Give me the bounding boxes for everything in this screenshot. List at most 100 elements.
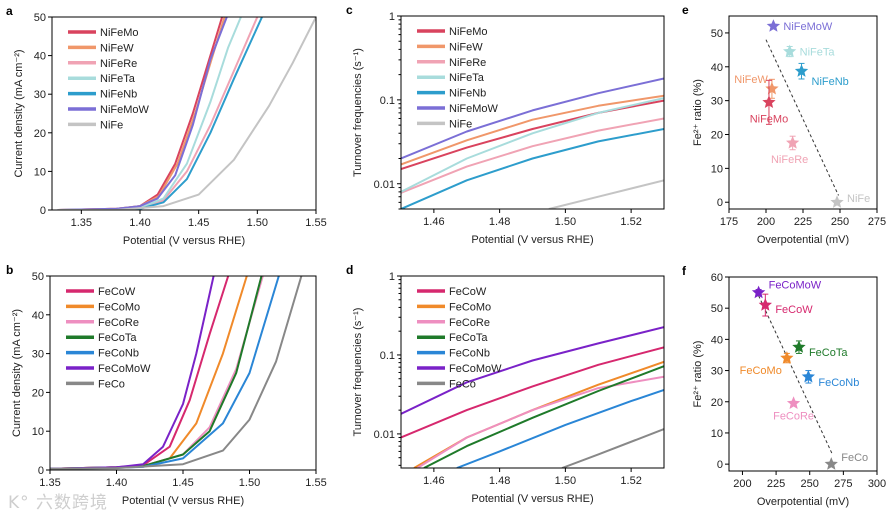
y-tick-label: 10: [34, 166, 46, 178]
data-point-FeCoW: [758, 298, 772, 311]
y-tick-label: 10: [32, 426, 44, 438]
series-line-NiFeMoW: [401, 77, 664, 160]
data-point-FeCoRe: [786, 396, 801, 409]
panel-e: e NiFeMoW NiFeTa NiFeNb NiFeW NiFeMo NiFeRe NiF…: [682, 3, 886, 246]
point-label: FeCo: [841, 452, 868, 464]
legend-label: NiFeW: [449, 41, 483, 53]
series-line-FeCo: [50, 276, 303, 470]
plot-frame: [728, 276, 878, 472]
x-tick-label: 1.46: [423, 475, 444, 487]
y-tick-label: 20: [711, 130, 723, 142]
panel-label: e: [682, 3, 689, 17]
series-line-NiFeNb: [401, 128, 664, 209]
series-line-NiFeW: [401, 94, 664, 166]
y-tick-label: 0.1: [380, 95, 395, 107]
x-tick-label: 1.48: [489, 475, 510, 487]
legend-label: NiFeTa: [449, 72, 485, 84]
y-tick-label: 20: [32, 387, 44, 399]
y-tick-label: 40: [711, 334, 723, 346]
y-tick-label: 0.1: [380, 350, 395, 362]
legend-label: NiFeMo: [449, 26, 488, 38]
y-axis-label: Turnover frequencies (s⁻¹): [352, 48, 364, 177]
plot-area: [401, 77, 664, 209]
panel-c: c NiFeMo NiFeW NiFeRe NiFeTa NiFeNb NiFeMoW NiF…: [346, 3, 665, 246]
plot-frame: [51, 16, 317, 211]
legend-label: NiFeTa: [100, 73, 136, 85]
series-line-NiFeMoW: [57, 17, 228, 210]
x-tick-label: 1.45: [188, 217, 209, 229]
x-tick-label: 1.55: [305, 477, 326, 489]
x-tick-label: 1.46: [423, 216, 444, 228]
y-tick-label: 50: [34, 12, 46, 24]
y-tick-label: 30: [34, 89, 46, 101]
y-tick-label: 40: [34, 51, 46, 63]
legend-label: FeCo: [449, 378, 476, 390]
y-tick-label: 30: [711, 366, 723, 378]
panel-label: f: [682, 264, 687, 278]
panel-b: b FeCoW FeCoMo FeCoRe FeCoTa FeCoNb FeCoMoW FeC…: [6, 263, 327, 507]
panel-d: d FeCoW FeCoMo FeCoRe FeCoTa FeCoNb FeCoMoW FeC…: [346, 263, 665, 505]
x-tick-label: 1.50: [239, 477, 260, 489]
y-tick-label: 20: [711, 397, 723, 409]
series-line-FeCoW: [401, 346, 664, 439]
point-label: FeCoW: [775, 304, 813, 316]
legend-label: FeCoW: [449, 286, 487, 298]
data-point-NiFeMoW: [766, 19, 781, 32]
legend-label: FeCoTa: [449, 332, 488, 344]
y-tick-label: 50: [32, 271, 44, 283]
series-line-NiFeTa: [401, 97, 664, 193]
legend-label: FeCoNb: [449, 348, 490, 360]
plot-area: [57, 17, 316, 210]
x-tick-label: 1.48: [489, 216, 510, 228]
x-tick-label: 1.45: [172, 477, 193, 489]
y-tick-label: 0.01: [374, 179, 395, 191]
plot-area: [758, 295, 834, 455]
x-tick-label: 1.52: [620, 216, 641, 228]
series-line-FeCoNb: [456, 389, 664, 468]
point-label: FeCoTa: [809, 347, 848, 359]
legend-label: NiFe: [100, 119, 123, 131]
legend-label: FeCoMo: [98, 301, 140, 313]
legend-label: NiFeNb: [100, 89, 137, 101]
legend-label: FeCoMoW: [98, 363, 151, 375]
series-line-FeCoRe: [416, 375, 664, 468]
y-tick-label: 50: [711, 303, 723, 315]
legend-label: FeCoMoW: [449, 363, 502, 375]
x-tick-label: 225: [794, 216, 812, 228]
series-line-FeCoMoW: [401, 326, 664, 415]
legend-label: FeCoMo: [449, 301, 491, 313]
legend-label: FeCoRe: [449, 317, 490, 329]
x-tick-label: 225: [767, 478, 785, 490]
x-axis-label: Potential (V versus RHE): [471, 234, 593, 246]
series-line-NiFeRe: [401, 117, 664, 194]
legend-label: NiFeW: [100, 42, 134, 54]
point-label: NiFeTa: [800, 47, 836, 59]
legend-label: NiFe: [449, 118, 472, 130]
legend-label: FeCoRe: [98, 317, 139, 329]
y-tick-label: 30: [711, 96, 723, 108]
legend-label: FeCoTa: [98, 332, 137, 344]
point-label: NiFeMo: [750, 113, 789, 125]
plot-area: [401, 326, 664, 468]
x-tick-label: 250: [831, 216, 849, 228]
panel-label: a: [6, 4, 13, 18]
legend-label: NiFeNb: [449, 88, 486, 100]
x-axis-label: Overpotential (mV): [757, 496, 849, 508]
y-axis-label: Fe²⁺ ratio (%): [692, 341, 704, 408]
legend-label: NiFeRe: [449, 57, 486, 69]
x-tick-label: 200: [733, 478, 751, 490]
x-tick-label: 1.50: [555, 475, 576, 487]
data-point-NiFe: [830, 195, 844, 208]
point-label: FeCoNb: [818, 377, 859, 389]
data-point-FeCoMo: [780, 351, 794, 364]
x-tick-label: 250: [801, 478, 819, 490]
y-tick-label: 0: [717, 197, 723, 209]
data-point-FeCoNb: [801, 369, 815, 383]
x-tick-label: 1.40: [106, 477, 127, 489]
y-tick-label: 60: [711, 272, 723, 284]
legend-label: NiFeMo: [100, 27, 139, 39]
y-tick-label: 40: [711, 62, 723, 74]
panel-label: c: [346, 3, 353, 17]
x-tick-label: 1.52: [620, 475, 641, 487]
legend-label: NiFeRe: [100, 58, 137, 70]
